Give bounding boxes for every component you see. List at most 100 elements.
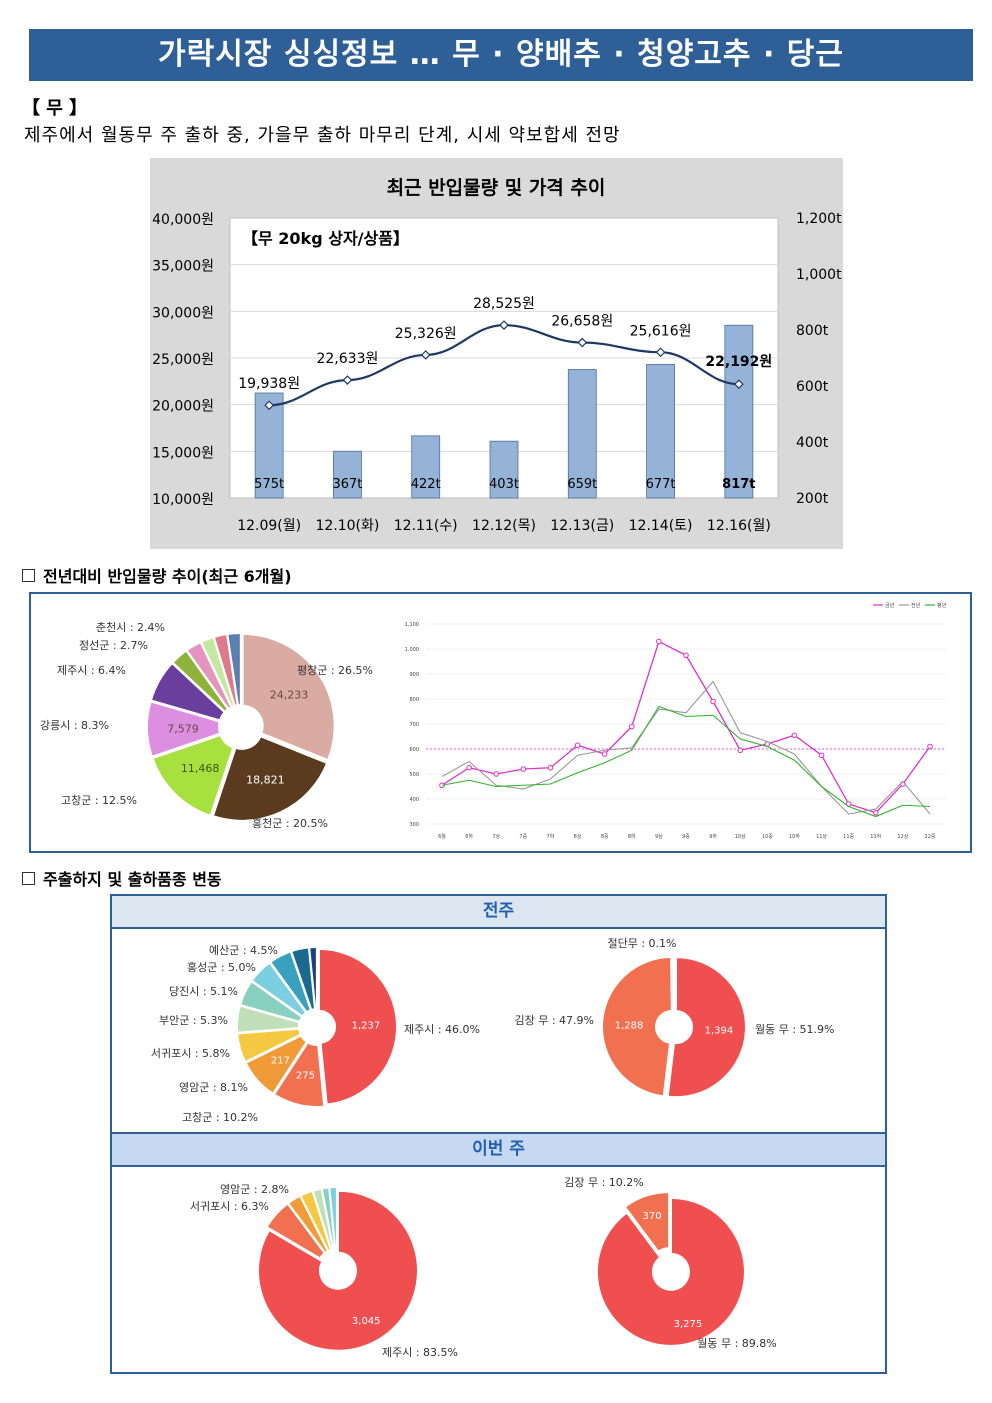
this-week-header: 이번 주 xyxy=(112,1132,885,1167)
category-label: 12.09(월) xyxy=(237,518,301,534)
slice-label: 절단무 : 0.1% xyxy=(607,937,676,950)
slice-label: 평창군 : 26.5% xyxy=(297,664,373,677)
x-tick: 7상 xyxy=(492,833,500,840)
series-point xyxy=(737,747,744,754)
price-point xyxy=(342,375,353,385)
volume-label: 659t xyxy=(567,477,597,492)
slice-label: 영암군 : 2.8% xyxy=(220,1183,289,1196)
category-label: 12.13(금) xyxy=(550,518,614,534)
slice-value: 217 xyxy=(271,1056,290,1067)
trend-panel: 24,233 평창군 : 26.5% 18,821 홍천군 : 20.5% 11,468… xyxy=(29,592,972,853)
x-tick: 9중 xyxy=(682,834,690,840)
pie-slice xyxy=(595,1196,746,1347)
category-label: 12.10(화) xyxy=(315,518,379,534)
checkbox-icon xyxy=(22,872,35,885)
x-tick: 6하 xyxy=(465,833,473,840)
x-tick: 10중 xyxy=(762,834,773,840)
slice-label: 서귀포시 : 5.8% xyxy=(151,1047,230,1060)
series-point xyxy=(872,809,879,816)
series-line xyxy=(441,680,931,815)
left-axis-tick: 35,000원 xyxy=(152,259,214,275)
x-tick: 11하 xyxy=(870,833,881,840)
slice-value: 7,579 xyxy=(167,722,199,735)
volume-bar xyxy=(333,450,362,499)
price-label: 19,938원 xyxy=(238,376,300,392)
slice-value: 24,233 xyxy=(270,688,309,701)
category-label: 12.16(월) xyxy=(707,518,771,534)
slice-label: 고창군 : 12.5% xyxy=(61,794,137,807)
this-week-charts: 3,045 제주시 : 83.5% 서귀포시 : 6.3% 영암군 : 2.8% 3,2… xyxy=(190,1176,777,1359)
slice-value: 1,288 xyxy=(615,1021,644,1032)
x-tick: 10하 xyxy=(789,833,800,840)
checkbox-icon xyxy=(22,569,35,582)
origin-panel: 전주 1,237 제주시 : 46.0% 275 고창군 : 10.2% 217 영암군 … xyxy=(110,894,887,1374)
series-point xyxy=(628,723,635,730)
series-point xyxy=(466,764,472,771)
series-point xyxy=(656,638,662,645)
pie-slice xyxy=(308,946,318,1011)
price-point xyxy=(499,320,509,330)
slice-label: 강릉시 : 8.3% xyxy=(40,719,109,732)
price-label: 25,616원 xyxy=(630,323,692,339)
pie-slice xyxy=(226,632,242,707)
main-chart: 최근 반입물량 및 가격 추이 【무 20kg 상자/상품】 40,000원 35… xyxy=(152,177,842,534)
left-axis-tick: 30,000원 xyxy=(152,305,214,321)
chart-inner-label: 【무 20kg 상자/상품】 xyxy=(242,229,409,248)
volume-label: 677t xyxy=(646,477,676,492)
slice-label: 월동 무 : 89.8% xyxy=(697,1337,777,1350)
volume-bar xyxy=(646,364,675,499)
series-point xyxy=(927,743,933,750)
slice-label: 김장 무 : 10.2% xyxy=(564,1176,644,1189)
series-point xyxy=(683,652,689,659)
x-tick: 12중 xyxy=(925,834,936,840)
x-tick: 11중 xyxy=(843,834,854,840)
left-axis-tick: 40,000원 xyxy=(152,212,214,228)
slice-label: 홍성군 : 5.0% xyxy=(187,960,256,974)
slice-value: 18,821 xyxy=(246,774,285,787)
y-tick: 500 xyxy=(409,772,419,778)
pie-slice xyxy=(672,953,675,1011)
subsection-origin: 주출하지 및 출하품종 변동 xyxy=(22,866,222,890)
pie-slice xyxy=(146,700,222,759)
slice-label: 제주시 : 83.5% xyxy=(382,1346,458,1359)
volume-label: 367t xyxy=(332,477,362,492)
volume-label: 817t xyxy=(722,477,755,492)
slice-label: 서귀포시 : 6.3% xyxy=(190,1200,269,1213)
price-label: 25,326원 xyxy=(395,326,457,342)
x-tick: 6월 xyxy=(438,833,446,840)
page-title: 가락시장 싱싱정보 … 무 · 양배추 · 청양고추 · 당근 xyxy=(29,29,973,81)
price-label: 26,658원 xyxy=(551,314,613,330)
price-label: 28,525원 xyxy=(473,296,535,312)
right-axis-tick: 1,000t xyxy=(796,267,842,283)
right-axis-tick: 800t xyxy=(796,323,829,339)
right-axis-tick: 1,200t xyxy=(796,211,842,227)
right-axis-tick: 200t xyxy=(796,491,829,507)
x-tick: 9상 xyxy=(655,833,663,840)
left-axis-tick: 25,000원 xyxy=(152,352,214,368)
slice-label: 춘천시 : 2.4% xyxy=(96,620,165,634)
left-axis-tick: 15,000원 xyxy=(152,445,214,461)
y-tick: 1,100 xyxy=(405,622,419,628)
slice-label: 영암군 : 8.1% xyxy=(179,1081,248,1094)
volume-bar xyxy=(567,369,597,499)
slice-label: 고창군 : 10.2% xyxy=(182,1111,258,1124)
series-point xyxy=(791,732,798,739)
series-point xyxy=(493,771,500,777)
slice-label: 예산군 : 4.5% xyxy=(209,944,278,957)
series-point xyxy=(818,752,825,759)
main-chart-title: 최근 반입물량 및 가격 추이 xyxy=(387,177,606,199)
price-point xyxy=(420,350,431,360)
price-point xyxy=(655,347,666,358)
right-axis-tick: 600t xyxy=(796,379,829,395)
y-tick: 400 xyxy=(409,797,419,803)
category-label: 12.14(토) xyxy=(629,518,693,534)
right-axis-tick: 400t xyxy=(796,435,829,451)
volume-bar xyxy=(254,392,284,499)
x-tick: 7중 xyxy=(519,834,527,840)
y-tick: 600 xyxy=(409,747,419,753)
legend-label: 평년 xyxy=(937,602,947,609)
pie-slice xyxy=(241,632,336,762)
y-tick: 700 xyxy=(409,722,419,728)
y-tick: 300 xyxy=(409,822,419,828)
category-label: 12.12(목) xyxy=(472,518,536,534)
